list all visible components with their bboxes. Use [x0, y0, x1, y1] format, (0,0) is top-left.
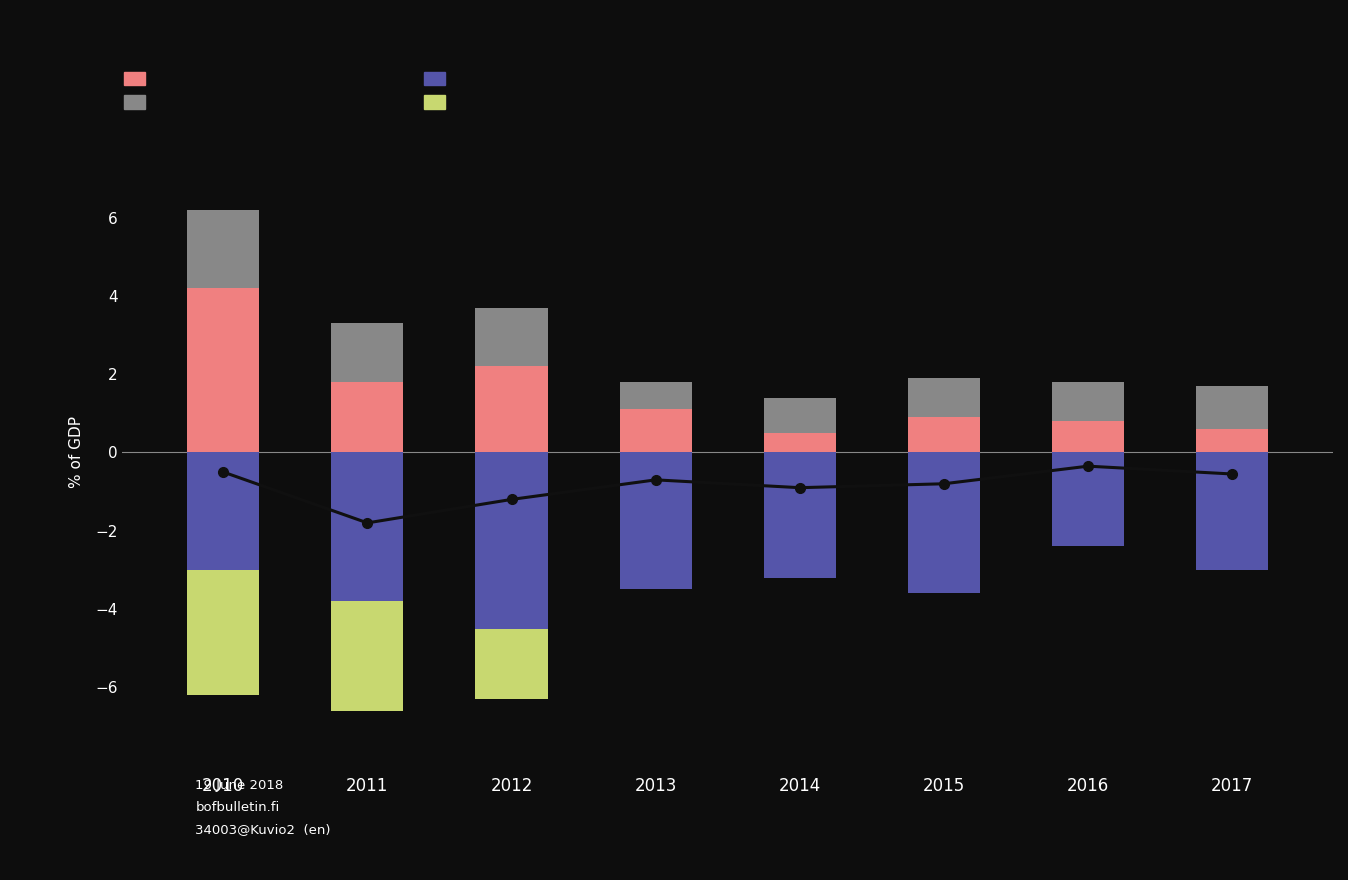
Bar	[476, 366, 547, 452]
Text: 34003@Kuvio2  (en): 34003@Kuvio2 (en)	[195, 823, 332, 836]
Bar	[907, 417, 980, 452]
Bar	[332, 601, 403, 711]
Bar	[620, 452, 692, 590]
Y-axis label: % of GDP: % of GDP	[69, 416, 84, 488]
Bar	[1196, 386, 1268, 429]
Bar	[187, 452, 259, 570]
Bar	[764, 398, 836, 433]
Legend: Interest expenditure, Stock-flow adjustments, Primary balance, Snow-ball effect: Interest expenditure, Stock-flow adjustm…	[117, 66, 584, 116]
Bar	[764, 433, 836, 452]
Bar	[764, 452, 836, 577]
Bar	[907, 378, 980, 417]
Bar	[620, 382, 692, 409]
Bar	[187, 209, 259, 288]
Bar	[1051, 452, 1124, 546]
Bar	[476, 452, 547, 628]
Bar	[332, 382, 403, 452]
Bar	[1196, 452, 1268, 570]
Bar	[1051, 382, 1124, 422]
Bar	[187, 288, 259, 452]
Bar	[332, 452, 403, 601]
Bar	[620, 409, 692, 452]
Bar	[476, 628, 547, 699]
Bar	[1051, 422, 1124, 452]
Text: bofbulletin.fi: bofbulletin.fi	[195, 801, 280, 814]
Text: 19 June 2018: 19 June 2018	[195, 779, 283, 792]
Bar	[1196, 429, 1268, 452]
Bar	[187, 570, 259, 695]
Bar	[476, 308, 547, 366]
Bar	[907, 452, 980, 593]
Bar	[332, 323, 403, 382]
